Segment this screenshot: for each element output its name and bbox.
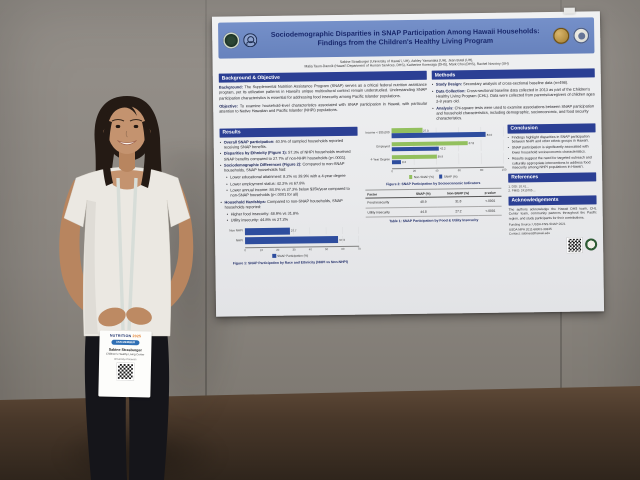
right-column: Conclusion • Findings highlight dispariti… bbox=[507, 123, 598, 265]
shirt-shading bbox=[84, 200, 98, 334]
section-heading-methods: Methods bbox=[431, 68, 595, 81]
hair-front bbox=[105, 98, 149, 126]
badge-affiliation: University of Hawai'i bbox=[113, 357, 137, 362]
acknowledgements-text: The authors acknowledge the Hawaii DHS t… bbox=[508, 206, 597, 221]
section-heading-conclusion: Conclusion bbox=[507, 123, 596, 134]
chest bbox=[108, 170, 146, 190]
smile bbox=[117, 140, 137, 146]
hand-left bbox=[98, 307, 126, 327]
badge-name: Sabine Strasburger bbox=[108, 347, 142, 352]
poster-mounting-tab bbox=[563, 7, 575, 14]
conference-badge: NUTRITION 2025 ASN MEMBER Sabine Strasbu… bbox=[98, 330, 152, 398]
contact-line: Contact: sabines@hawaii.edu bbox=[508, 231, 550, 236]
research-poster: Sociodemographic Disparities in SNAP Par… bbox=[211, 7, 605, 317]
badge-qr-code bbox=[116, 363, 134, 381]
section-background: Background & Objective •Background: The … bbox=[218, 71, 428, 125]
figure2-bar-chart: Income < $35,000 27.3 84.0 Employed 67.8 42.2… bbox=[365, 126, 507, 180]
table1-food-utility-insecurity: Factor SNAP (%) Non-SNAP (%) p-value Food In… bbox=[365, 188, 502, 218]
section-methods: Methods • Study Design: Secondary analysi… bbox=[431, 68, 596, 123]
badge-member-ribbon: ASN MEMBER bbox=[111, 339, 140, 346]
figure2-caption: Figure 2: SNAP Participation by Socioeco… bbox=[386, 180, 481, 187]
section-heading-references: References bbox=[508, 172, 597, 183]
figure1-bar-chart: Non NHPI 27.7 NHPI 57.3 0 10 20 30 40 50 60 70 SNAP … bbox=[221, 226, 361, 259]
lanyard-strap-right bbox=[127, 177, 138, 331]
eye-right bbox=[133, 124, 139, 129]
poster-round-logo bbox=[585, 238, 598, 251]
section-results: Results • Overall SNAP participation: 40.… bbox=[219, 126, 361, 268]
uh-seal-logo bbox=[223, 32, 240, 49]
table1-caption: Table 1: SNAP Participation by Food & Ut… bbox=[389, 218, 479, 224]
left-arm bbox=[59, 180, 106, 321]
figure1-caption: Figure 1: SNAP Participation by Race and… bbox=[232, 259, 348, 266]
section-heading-background: Background & Objective bbox=[218, 71, 427, 84]
chl-program-logo bbox=[243, 33, 258, 48]
eyebrow-left bbox=[111, 118, 125, 122]
badge-org: Children's Healthy Living Center bbox=[106, 352, 145, 357]
section-heading-acknowledgements: Acknowledgements bbox=[508, 195, 597, 206]
floor-shadow bbox=[55, 420, 225, 480]
conclusion-text: • Findings highlight disparities in SNAP … bbox=[507, 134, 592, 170]
wall-seam-left bbox=[205, 0, 207, 396]
poster-header: Sociodemographic Disparities in SNAP Par… bbox=[218, 17, 595, 59]
gold-seal-logo bbox=[553, 27, 570, 44]
poster-title: Sociodemographic Disparities in SNAP Par… bbox=[261, 27, 549, 50]
section-heading-results: Results bbox=[219, 126, 358, 138]
ear-left bbox=[103, 127, 110, 137]
methods-text: • Study Design: Secondary analysis of cro… bbox=[431, 80, 595, 121]
poster-qr-code bbox=[567, 237, 583, 253]
eyebrow-right bbox=[129, 118, 143, 122]
eye-left bbox=[115, 124, 121, 129]
dhs-seal-logo bbox=[573, 27, 590, 44]
neck bbox=[119, 146, 135, 172]
references-text: 1. DOI: 10.41… 2. PMID: 2410705… bbox=[508, 184, 536, 193]
ear-right bbox=[144, 127, 151, 137]
neckline bbox=[112, 177, 142, 184]
background-text: •Background: The Supplemental Nutrition … bbox=[218, 82, 428, 114]
face bbox=[107, 106, 147, 154]
badge-event-logo: NUTRITION 2025 bbox=[109, 333, 142, 339]
hair-side-left bbox=[102, 120, 113, 186]
results-text: • Overall SNAP participation: 40.5% of sa… bbox=[219, 137, 351, 224]
lanyard-strap-left bbox=[116, 177, 125, 331]
nose bbox=[125, 130, 128, 138]
figures-column: Income < $35,000 27.3 84.0 Employed 67.8 42.2… bbox=[361, 124, 507, 266]
